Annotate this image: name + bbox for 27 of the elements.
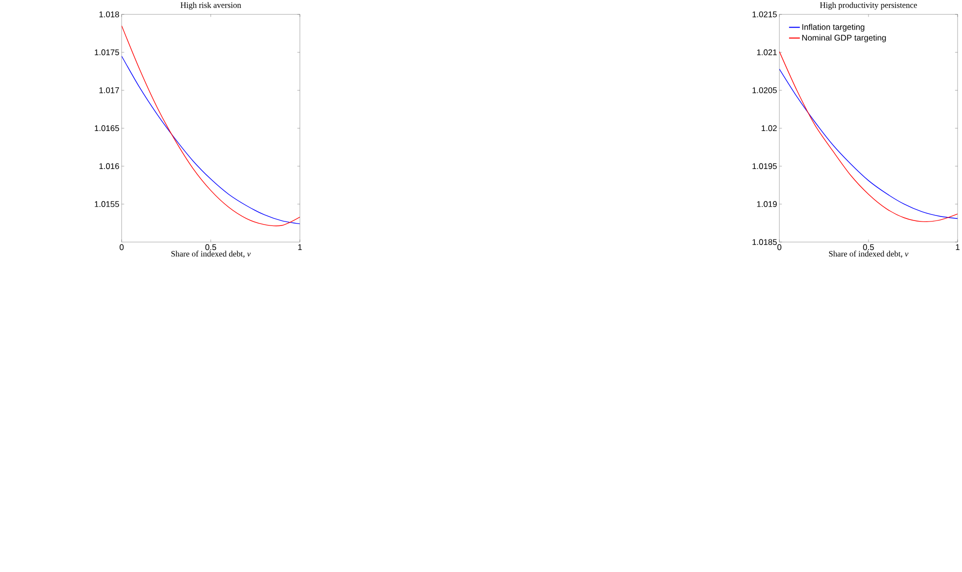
y-tick-label: 1.0195 [752,163,777,169]
x-tick-label: 0 [120,244,124,250]
legend-label: Inflation targeting [802,24,864,32]
y-tick-label: 1.0155 [94,201,120,207]
y-tick-label: 1.018 [99,11,120,18]
line-series [122,56,300,224]
legend-label: Nominal GDP targeting [802,34,886,42]
x-tick-label: 1 [298,244,302,250]
y-tick-label: 1.021 [757,49,777,56]
y-tick-label: 1.0215 [752,11,777,18]
x-tick-label: 0.5 [205,244,216,250]
chart-title: High risk aversion [180,2,242,10]
y-tick-label: 1.0175 [94,49,120,56]
line-series [122,25,300,226]
y-tick-label: 1.0185 [752,239,777,245]
chart-title: High productivity persistence [820,2,917,10]
y-tick-label: 1.02 [762,125,777,132]
y-tick-label: 1.019 [757,201,777,207]
y-tick-label: 1.017 [99,87,119,94]
y-tick-label: 1.016 [99,163,120,169]
y-tick-label: 1.0205 [752,87,777,94]
x-axis-title: Share of indexed debt, v [829,250,908,258]
x-axis-title: Share of indexed debt, v [171,250,251,258]
x-tick-label: 1 [956,244,960,250]
x-tick-label: 0.5 [863,244,874,250]
x-tick-label: 0 [777,244,782,250]
y-tick-label: 1.0165 [94,125,120,132]
